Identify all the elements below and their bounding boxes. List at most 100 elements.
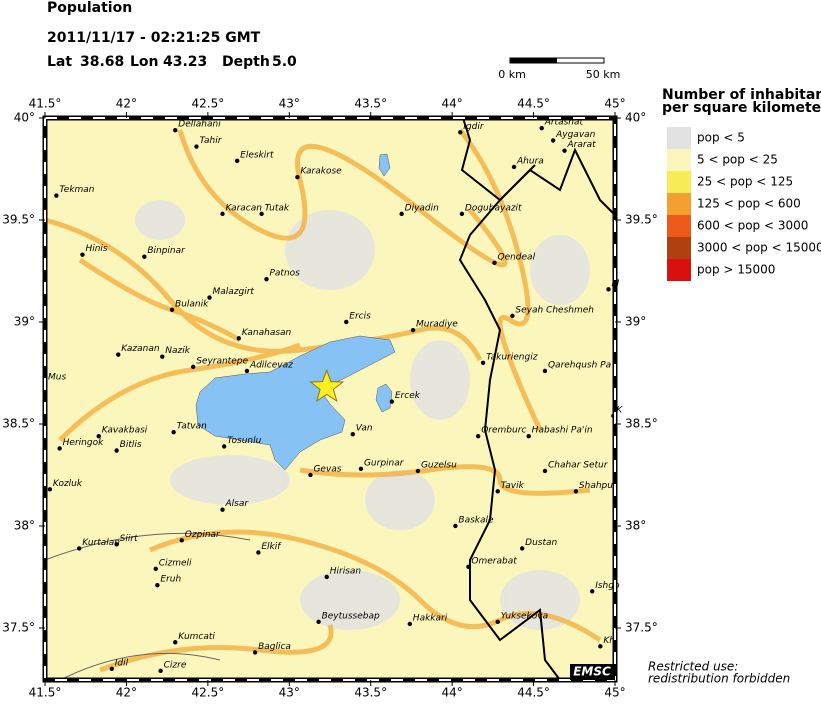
legend: pop < 5 5 < pop < 25 25 < pop < 125 125 < p… [667, 127, 821, 281]
city-dot [492, 260, 497, 266]
city-dot [606, 287, 611, 292]
city-dot [480, 360, 486, 365]
city-dot [316, 619, 321, 625]
y-tick-label: 38.5° [625, 416, 658, 430]
city-label: Kumcati [178, 632, 215, 642]
x-tick-label: 44° [442, 686, 463, 700]
scale-start: 0 km [498, 68, 526, 81]
city-dot [171, 429, 176, 435]
city-label: Guzelsu [421, 460, 457, 470]
city-dot [476, 434, 481, 439]
legend-swatch [667, 127, 691, 149]
x-tick-label: 42° [116, 686, 137, 700]
city-dot [495, 619, 500, 625]
city-dot [114, 448, 119, 453]
city-dot [495, 489, 500, 494]
city-label: Takuriengiz [486, 352, 538, 362]
city-label: Bulanik [175, 299, 209, 309]
city-label: Tekman [59, 185, 94, 195]
city-dot [407, 621, 412, 627]
legend-label: 600 < pop < 3000 [697, 219, 808, 233]
legend-swatch [667, 215, 691, 237]
city-dot [256, 550, 261, 555]
city-label: Shahpur [579, 481, 618, 491]
city-dot [350, 431, 355, 437]
city-dot [562, 148, 567, 153]
city-label: Qarehqush Pa [548, 360, 611, 370]
credit-line2: redistribution forbidden [648, 672, 790, 686]
city-label: Muradiye [416, 320, 458, 330]
y-tick-label: 39° [14, 314, 35, 328]
city-label: Patnos [269, 269, 300, 279]
y-tick-label: 38° [625, 518, 646, 532]
y-tick-label: 37.5° [625, 620, 658, 634]
cities: Dellahani Tahir Eleskirt Karakose Igdir Artas… [42, 118, 623, 674]
legend-label: pop > 15000 [697, 263, 775, 277]
city-label: Tosunlu [227, 436, 261, 446]
city-dot [344, 319, 349, 325]
city-dot [308, 472, 313, 478]
city-label: Beytussebap [322, 611, 380, 621]
city-dot [153, 566, 158, 572]
x-tick-label: 42.5° [191, 97, 224, 111]
city-label: Omerabat [471, 556, 517, 566]
city-label: Bitlis [120, 440, 142, 450]
city-label: Hakkari [413, 613, 448, 623]
legend-swatch [667, 259, 691, 281]
city-dot [389, 399, 395, 404]
city-dot [80, 252, 85, 257]
city-dot [194, 144, 199, 149]
city-dot [234, 158, 240, 164]
city-dot [158, 668, 163, 674]
credit-line1: Restricted use: [648, 660, 738, 674]
city-dot [410, 327, 416, 333]
y-tick-label: 38.5° [2, 416, 35, 430]
city-label: Kanahasan [242, 328, 292, 338]
logo-box [570, 664, 615, 680]
city-label: Artashat [544, 118, 584, 128]
city-label: Malazgirt [212, 287, 254, 297]
city-label: Aygavan [555, 130, 596, 140]
scale-bar [509, 57, 605, 64]
datetime: 2011/11/17 - 02:21:25 GMT [47, 30, 261, 46]
x-tick-label: 45° [604, 686, 625, 700]
city-dot [220, 507, 225, 512]
legend-swatch [667, 171, 691, 193]
city-dot [295, 174, 300, 180]
city-dot [324, 574, 329, 580]
city-label: Hinis [85, 244, 107, 254]
city-dot [415, 468, 421, 474]
city-label: Kazanan [121, 344, 160, 354]
city-label: Ercis [349, 311, 371, 321]
city-dot [542, 368, 548, 374]
x-tick-label: 44° [442, 97, 463, 111]
city-label: Diyadin [405, 203, 439, 213]
city-dot [179, 538, 184, 543]
city-label: Eleskirt [240, 150, 274, 160]
city-label: Chahar Setur [548, 460, 609, 470]
city-dot [526, 434, 531, 439]
city-label: Idil [115, 658, 129, 668]
city-dot [173, 640, 178, 645]
city-label: Adilcevaz [249, 360, 293, 370]
city-label: Yuksekova [501, 611, 548, 621]
city-dot [264, 276, 269, 282]
legend-swatch [667, 149, 691, 171]
lat-label: Lat [47, 54, 72, 70]
x-tick-label: 43° [279, 686, 300, 700]
city-dot [155, 582, 160, 588]
city-label: Ercek [395, 391, 421, 401]
y-tick-label: 40° [625, 111, 646, 125]
city-label: Seyrantepe [196, 356, 248, 366]
city-label: Ishgo [595, 581, 620, 591]
y-tick-label: 38° [14, 518, 35, 532]
city-dot [96, 434, 101, 439]
city-label: Hirisan [330, 566, 362, 576]
city-label: Karacan [226, 203, 263, 213]
city-dot [169, 307, 175, 312]
city-label: Heringok [63, 438, 104, 448]
depth-label: Depth [222, 54, 270, 70]
x-tick-label: 43.5° [354, 686, 387, 700]
city-label: Karakose [300, 167, 342, 177]
